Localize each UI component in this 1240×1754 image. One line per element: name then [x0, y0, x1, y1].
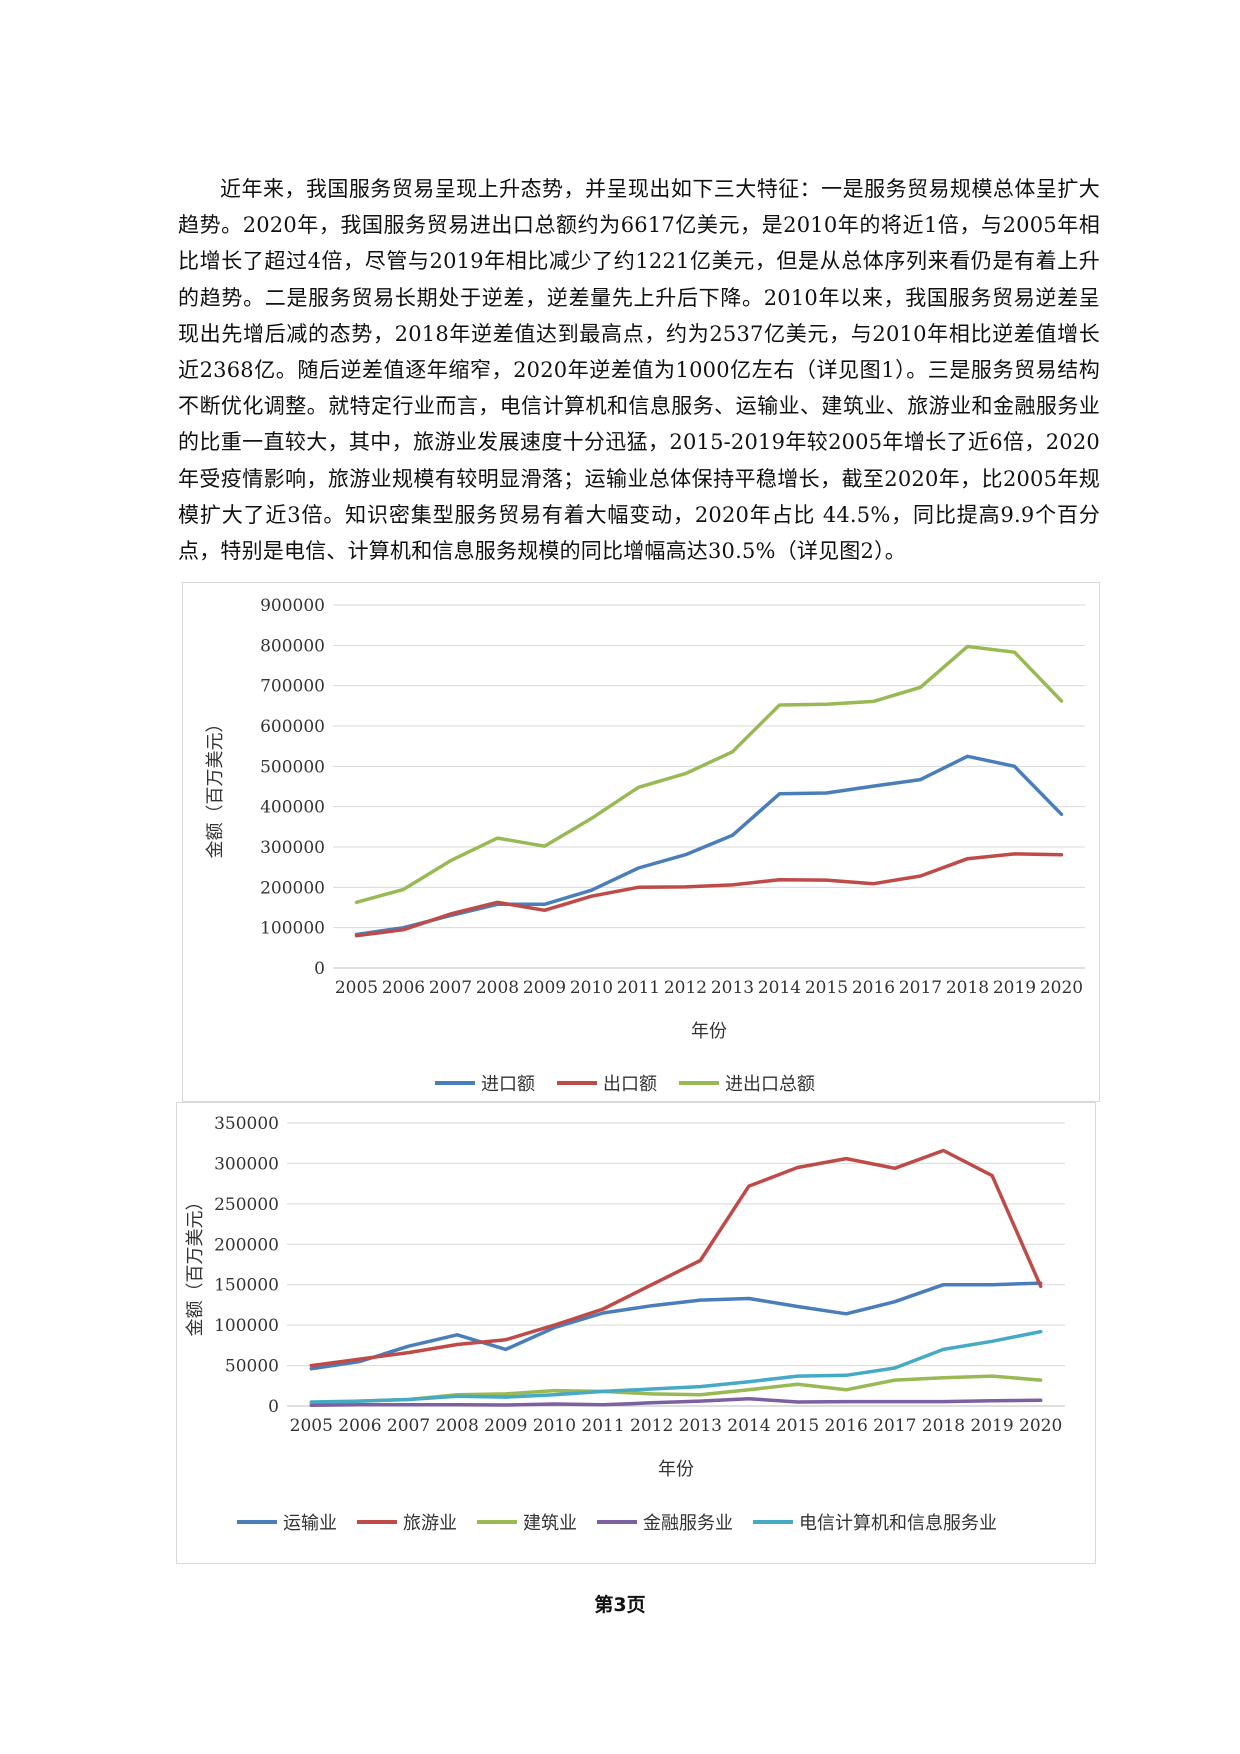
page-number: 第3页 [594, 1594, 646, 1616]
y-tick-label: 0 [314, 959, 325, 979]
trade-volume-line-chart: 0 100000 200000 300000 400000 500000 600000 700… [205, 596, 1085, 1095]
legend-label: 运输业 [283, 1513, 337, 1534]
x-tick-label: 2008 [476, 978, 519, 998]
y-tick-label: 200000 [214, 1235, 279, 1255]
series-line [354, 852, 1064, 938]
series-line [309, 1148, 1043, 1368]
y-tick-label: 500000 [260, 757, 325, 777]
x-tick-label: 2007 [429, 978, 472, 998]
y-tick-label: 0 [268, 1397, 279, 1417]
x-tick-label: 2020 [1019, 1416, 1062, 1436]
legend-label: 建筑业 [523, 1513, 577, 1534]
x-tick-label: 2018 [946, 978, 989, 998]
x-tick-label: 2009 [484, 1416, 527, 1436]
x-tick-label: 2013 [679, 1416, 722, 1436]
y-tick-label: 250000 [214, 1195, 279, 1215]
x-tick-label: 2014 [727, 1416, 770, 1436]
legend-label: 金融服务业 [643, 1513, 733, 1534]
x-tick-label: 2011 [617, 978, 660, 998]
y-tick-label: 150000 [214, 1276, 279, 1296]
x-tick-label: 2017 [873, 1416, 916, 1436]
series-line [354, 754, 1064, 937]
x-tick-label: 2016 [852, 978, 895, 998]
series-line [354, 644, 1064, 905]
y-tick-label: 100000 [260, 919, 325, 939]
y-tick-label: 800000 [260, 636, 325, 656]
x-tick-label: 2008 [436, 1416, 479, 1436]
x-tick-label: 2013 [711, 978, 754, 998]
x-tick-label: 2019 [970, 1416, 1013, 1436]
legend-label: 旅游业 [403, 1513, 457, 1534]
y-tick-label: 900000 [260, 596, 325, 616]
x-tick-label: 2007 [387, 1416, 430, 1436]
sector-line-chart: 0 50000 100000 150000 200000 250000 300000 3500… [185, 1114, 1065, 1534]
x-tick-label: 2012 [630, 1416, 673, 1436]
y-tick-label: 400000 [260, 798, 325, 818]
y-tick-label: 50000 [225, 1357, 279, 1377]
sector-chart-frame: 0 50000 100000 150000 200000 250000 300000 3500… [176, 1102, 1096, 1564]
x-tick-label: 2016 [825, 1416, 868, 1436]
y-tick-label: 200000 [260, 878, 325, 898]
y-axis-title: 金额（百万美元） [185, 1193, 206, 1337]
y-tick-label: 350000 [214, 1114, 279, 1134]
y-tick-label: 600000 [260, 717, 325, 737]
x-tick-label: 2012 [664, 978, 707, 998]
x-tick-label: 2020 [1040, 978, 1083, 998]
x-tick-label: 2019 [993, 978, 1036, 998]
x-tick-label: 2018 [922, 1416, 965, 1436]
x-tick-label: 2005 [335, 978, 378, 998]
series-line [309, 1281, 1043, 1371]
x-tick-label: 2015 [805, 978, 848, 998]
x-tick-label: 2015 [776, 1416, 819, 1436]
x-tick-label: 2014 [758, 978, 801, 998]
x-tick-label: 2006 [338, 1416, 381, 1436]
y-tick-label: 300000 [214, 1154, 279, 1174]
x-axis-title: 年份 [658, 1459, 694, 1480]
y-axis-title: 金额（百万美元） [205, 715, 226, 859]
y-tick-label: 300000 [260, 838, 325, 858]
x-tick-label: 2017 [899, 978, 942, 998]
x-tick-label: 2009 [523, 978, 566, 998]
x-tick-label: 2011 [581, 1416, 624, 1436]
legend-label: 进口额 [481, 1074, 535, 1095]
body-paragraph: 近年来，我国服务贸易呈现上升态势，并呈现出如下三大特征：一是服务贸易规模总体呈扩… [178, 177, 1100, 564]
x-tick-label: 2010 [570, 978, 613, 998]
series-line [309, 1329, 1043, 1404]
trade-chart-frame: 0 100000 200000 300000 400000 500000 600000 700… [182, 582, 1100, 1102]
y-tick-label: 100000 [214, 1316, 279, 1336]
x-tick-label: 2010 [533, 1416, 576, 1436]
x-tick-label: 2006 [382, 978, 425, 998]
series-line [309, 1396, 1043, 1407]
legend-label: 出口额 [603, 1074, 657, 1095]
x-tick-label: 2005 [290, 1416, 333, 1436]
y-tick-label: 700000 [260, 677, 325, 697]
x-axis-title: 年份 [691, 1021, 727, 1042]
legend-label: 进出口总额 [725, 1074, 815, 1095]
legend-label: 电信计算机和信息服务业 [799, 1513, 997, 1534]
